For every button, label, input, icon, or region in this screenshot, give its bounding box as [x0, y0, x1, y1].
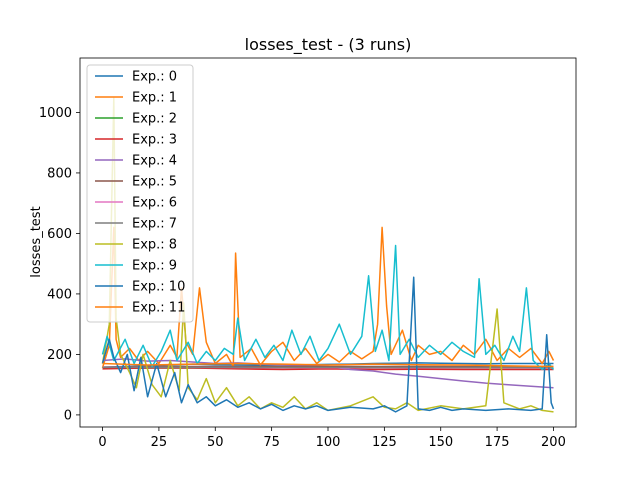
x-tick-label: 50: [207, 435, 224, 450]
series-line-5: [102, 365, 554, 368]
legend-label: Exp.: 7: [132, 217, 177, 232]
x-tick-label: 25: [151, 435, 168, 450]
legend-label: Exp.: 0: [132, 70, 177, 85]
x-tick-label: 100: [316, 435, 341, 450]
legend-label: Exp.: 3: [132, 133, 177, 148]
series-group: [101, 96, 555, 413]
y-tick-label: 600: [47, 227, 72, 242]
x-tick-label: 75: [263, 435, 280, 450]
legend-label: Exp.: 10: [132, 280, 185, 295]
x-tick-label: 0: [98, 435, 106, 450]
x-tick-label: 175: [485, 435, 510, 450]
chart-title: losses_test - (3 runs): [245, 35, 412, 55]
legend-label: Exp.: 5: [132, 175, 177, 190]
legend-label: Exp.: 8: [132, 238, 177, 253]
y-tick-label: 400: [47, 287, 72, 302]
legend-label: Exp.: 11: [132, 301, 185, 316]
plot-area: [101, 96, 555, 413]
legend-label: Exp.: 9: [132, 259, 177, 274]
legend: Exp.: 0 Exp.: 1 Exp.: 2 Exp.: 3 Exp.: 4 Exp.:…: [86, 64, 194, 323]
y-tick-label: 200: [47, 348, 72, 363]
y-tick-label: 800: [47, 166, 72, 181]
y-tick-label: 0: [64, 408, 72, 423]
axes: 0 25 50 75 100 125 150 175 200 0 200 400 600 800 1000: [39, 57, 577, 450]
series-line-11: [102, 362, 554, 368]
legend-label: Exp.: 6: [132, 196, 177, 211]
x-tick-label: 150: [428, 435, 453, 450]
y-tick-label: 1000: [39, 106, 72, 121]
x-tick-label: 200: [541, 435, 566, 450]
legend-box: [86, 64, 194, 323]
series-line-10: [101, 276, 555, 413]
legend-label: Exp.: 1: [132, 91, 177, 106]
series-line-9: [101, 244, 555, 371]
series-line-1: [101, 226, 555, 369]
legend-label: Exp.: 4: [132, 154, 177, 169]
legend-label: Exp.: 2: [132, 112, 177, 127]
y-axis-label: losses_test: [29, 206, 44, 277]
x-tick-label: 125: [372, 435, 397, 450]
